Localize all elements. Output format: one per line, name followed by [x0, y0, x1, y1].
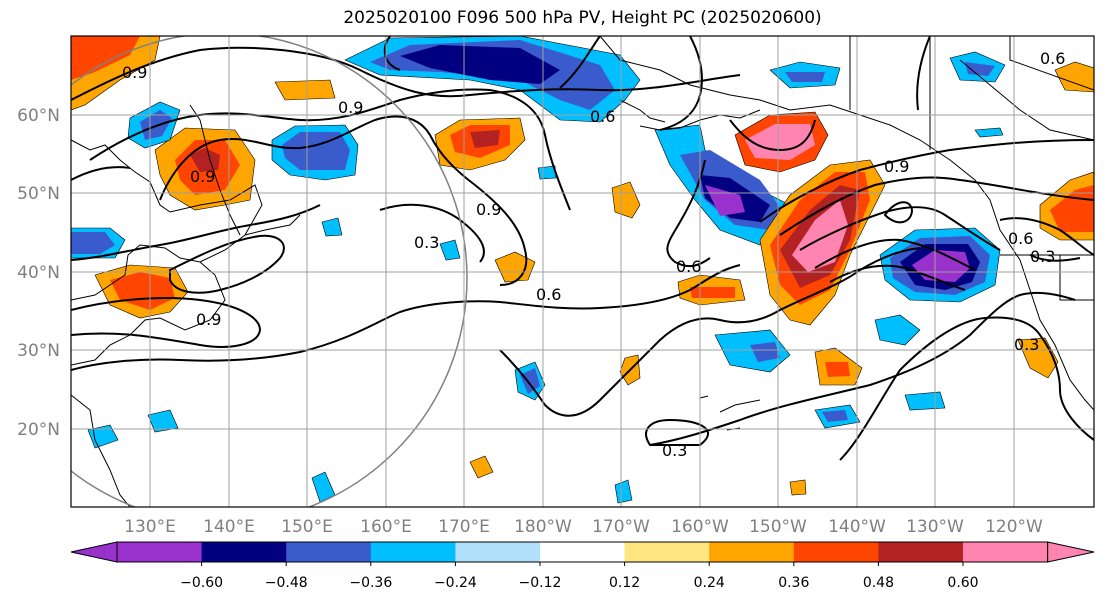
- lon-label: 150°E: [281, 517, 333, 537]
- colorbar-tick-label: −0.24: [434, 575, 477, 591]
- colorbar-tick-label: −0.36: [349, 575, 392, 591]
- contour-label: 0.3: [1030, 247, 1055, 266]
- contour-label: 0.6: [1040, 49, 1065, 68]
- contour-label: 0.9: [190, 167, 215, 186]
- height-contours: [71, 36, 1094, 461]
- gridlines: [71, 36, 1094, 507]
- colorbar-swatch: [624, 542, 710, 562]
- colorbar-swatch: [286, 542, 372, 562]
- colorbar-tick-labels: −0.60 −0.48 −0.36 −0.24 −0.12 0.12 0.24 …: [180, 575, 978, 591]
- colorbar-tick-label: −0.12: [519, 575, 562, 591]
- lat-label: 60°N: [17, 106, 60, 126]
- colorbar-tick-label: −0.48: [265, 575, 308, 591]
- lon-label: 160°W: [671, 517, 729, 537]
- lon-label: 120°W: [985, 517, 1043, 537]
- colorbar-tick-label: −0.60: [180, 575, 223, 591]
- lon-label: 130°W: [906, 517, 964, 537]
- lat-label: 20°N: [17, 420, 60, 440]
- colorbar-extend-max: [1047, 541, 1095, 563]
- contour-label: 0.3: [662, 441, 687, 460]
- contour-label: 0.6: [590, 107, 615, 126]
- contour-label: 0.6: [536, 285, 561, 304]
- pv-anomaly-shading: [71, 36, 1094, 504]
- colorbar-swatch: [201, 542, 287, 562]
- colorbar-swatch: [878, 542, 964, 562]
- colorbar-tick-label: 0.12: [609, 575, 640, 591]
- longitude-labels: 130°E 140°E 150°E 160°E 170°E 180°W 170°…: [124, 517, 1043, 537]
- colorbar-swatch: [963, 542, 1049, 562]
- contour-label: 0.9: [196, 310, 221, 329]
- map-title: 2025020100 F096 500 hPa PV, Height PC (2…: [343, 8, 822, 28]
- colorbar-swatch: [540, 542, 626, 562]
- lon-label: 130°E: [124, 517, 176, 537]
- colorbar-swatch: [793, 542, 879, 562]
- contour-label: 0.9: [338, 98, 363, 117]
- lat-label: 50°N: [17, 184, 60, 204]
- contour-label: 0.6: [676, 257, 701, 276]
- lon-label: 170°E: [438, 517, 490, 537]
- lat-label: 30°N: [17, 341, 60, 361]
- lat-label: 40°N: [17, 263, 60, 283]
- contour-label: 0.3: [414, 233, 439, 252]
- lon-label: 140°E: [203, 517, 255, 537]
- colorbar-extend-min: [70, 541, 118, 563]
- colorbar: [70, 541, 1095, 566]
- colorbar-swatch: [455, 542, 541, 562]
- contour-label: 0.9: [122, 63, 147, 82]
- colorbar-tick-label: 0.48: [863, 575, 894, 591]
- colorbar-tick-label: 0.60: [947, 575, 978, 591]
- lon-label: 150°W: [749, 517, 807, 537]
- colorbar-swatch: [370, 542, 456, 562]
- lon-label: 160°E: [360, 517, 412, 537]
- lon-label: 170°W: [592, 517, 650, 537]
- colorbar-frame: [116, 541, 1049, 563]
- contour-labels: 0.9 0.9 0.9 0.9 0.6 0.9 0.3 0.6 0.6 0.9 …: [122, 49, 1065, 460]
- contour-label: 0.9: [884, 157, 909, 176]
- lon-label: 140°W: [828, 517, 886, 537]
- colorbar-swatch: [117, 542, 203, 562]
- colorbar-tick-label: 0.36: [778, 575, 809, 591]
- colorbar-swatch: [709, 542, 795, 562]
- reference-circle: [71, 36, 468, 507]
- contour-label: 0.9: [476, 200, 501, 219]
- colorbar-tick-label: 0.24: [694, 575, 725, 591]
- map-frame: [70, 35, 1095, 508]
- latitude-labels: 60°N 50°N 40°N 30°N 20°N: [17, 106, 60, 440]
- lon-label: 180°W: [514, 517, 572, 537]
- contour-label: 0.6: [1008, 229, 1033, 248]
- contour-label: 0.3: [1014, 335, 1039, 354]
